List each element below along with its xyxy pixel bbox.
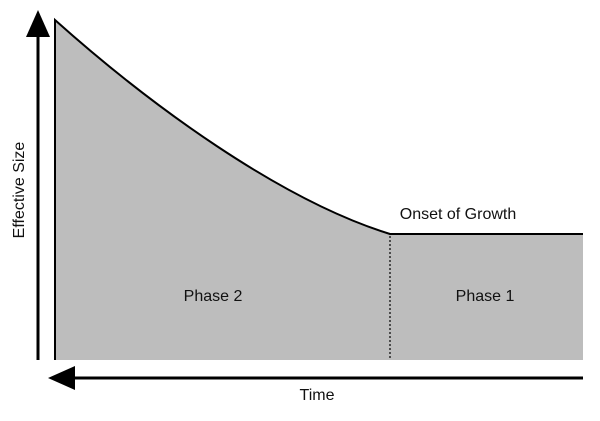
shaded-area: [55, 20, 583, 360]
region-label: Phase 2: [184, 288, 243, 305]
x-axis-label: Time: [300, 387, 335, 404]
annotation: Onset of Growth: [400, 206, 517, 223]
y-axis-label: Effective Size: [11, 142, 28, 239]
size-curve: [54, 17, 583, 360]
region-label: Phase 1: [456, 288, 515, 305]
